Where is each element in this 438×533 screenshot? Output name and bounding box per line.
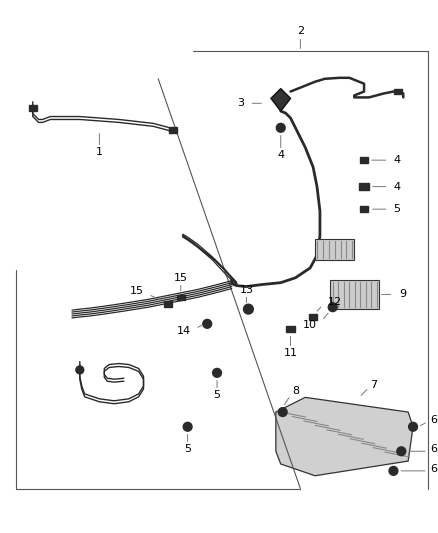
Text: 13: 13 <box>240 285 254 295</box>
Polygon shape <box>271 88 290 111</box>
Text: 2: 2 <box>297 26 304 36</box>
Text: 15: 15 <box>130 287 144 296</box>
Circle shape <box>183 422 192 431</box>
Text: 14: 14 <box>177 326 191 336</box>
Text: 4: 4 <box>393 182 401 192</box>
Text: 9: 9 <box>399 289 406 300</box>
Text: 10: 10 <box>303 320 317 330</box>
Circle shape <box>397 447 406 456</box>
Text: 6: 6 <box>431 415 438 425</box>
Text: 5: 5 <box>184 445 191 454</box>
Text: 12: 12 <box>328 297 342 308</box>
Bar <box>395 89 402 94</box>
Text: 6: 6 <box>431 445 438 454</box>
Text: 6: 6 <box>431 464 438 474</box>
Circle shape <box>328 303 337 312</box>
Bar <box>360 206 368 212</box>
Text: 5: 5 <box>214 390 220 400</box>
Circle shape <box>212 368 222 377</box>
Bar <box>286 326 295 332</box>
Text: 15: 15 <box>174 273 188 283</box>
Bar <box>360 157 368 163</box>
Bar <box>177 295 185 300</box>
Circle shape <box>244 304 253 314</box>
Polygon shape <box>276 398 413 476</box>
Polygon shape <box>315 239 354 260</box>
Text: 3: 3 <box>237 98 244 108</box>
Bar <box>169 127 177 133</box>
Circle shape <box>278 408 287 416</box>
Circle shape <box>276 124 285 132</box>
Circle shape <box>409 422 417 431</box>
Circle shape <box>76 366 84 374</box>
Bar <box>164 302 172 307</box>
Bar <box>29 106 37 111</box>
Text: 8: 8 <box>292 386 299 397</box>
Bar <box>309 314 318 320</box>
Circle shape <box>203 319 212 328</box>
Text: 4: 4 <box>393 155 401 165</box>
Polygon shape <box>330 280 379 309</box>
Text: 1: 1 <box>96 147 103 157</box>
Text: 7: 7 <box>370 379 378 390</box>
Bar <box>359 183 369 190</box>
Text: 4: 4 <box>277 150 284 160</box>
Circle shape <box>389 466 398 475</box>
Text: 11: 11 <box>283 348 297 358</box>
Text: 5: 5 <box>393 204 400 214</box>
